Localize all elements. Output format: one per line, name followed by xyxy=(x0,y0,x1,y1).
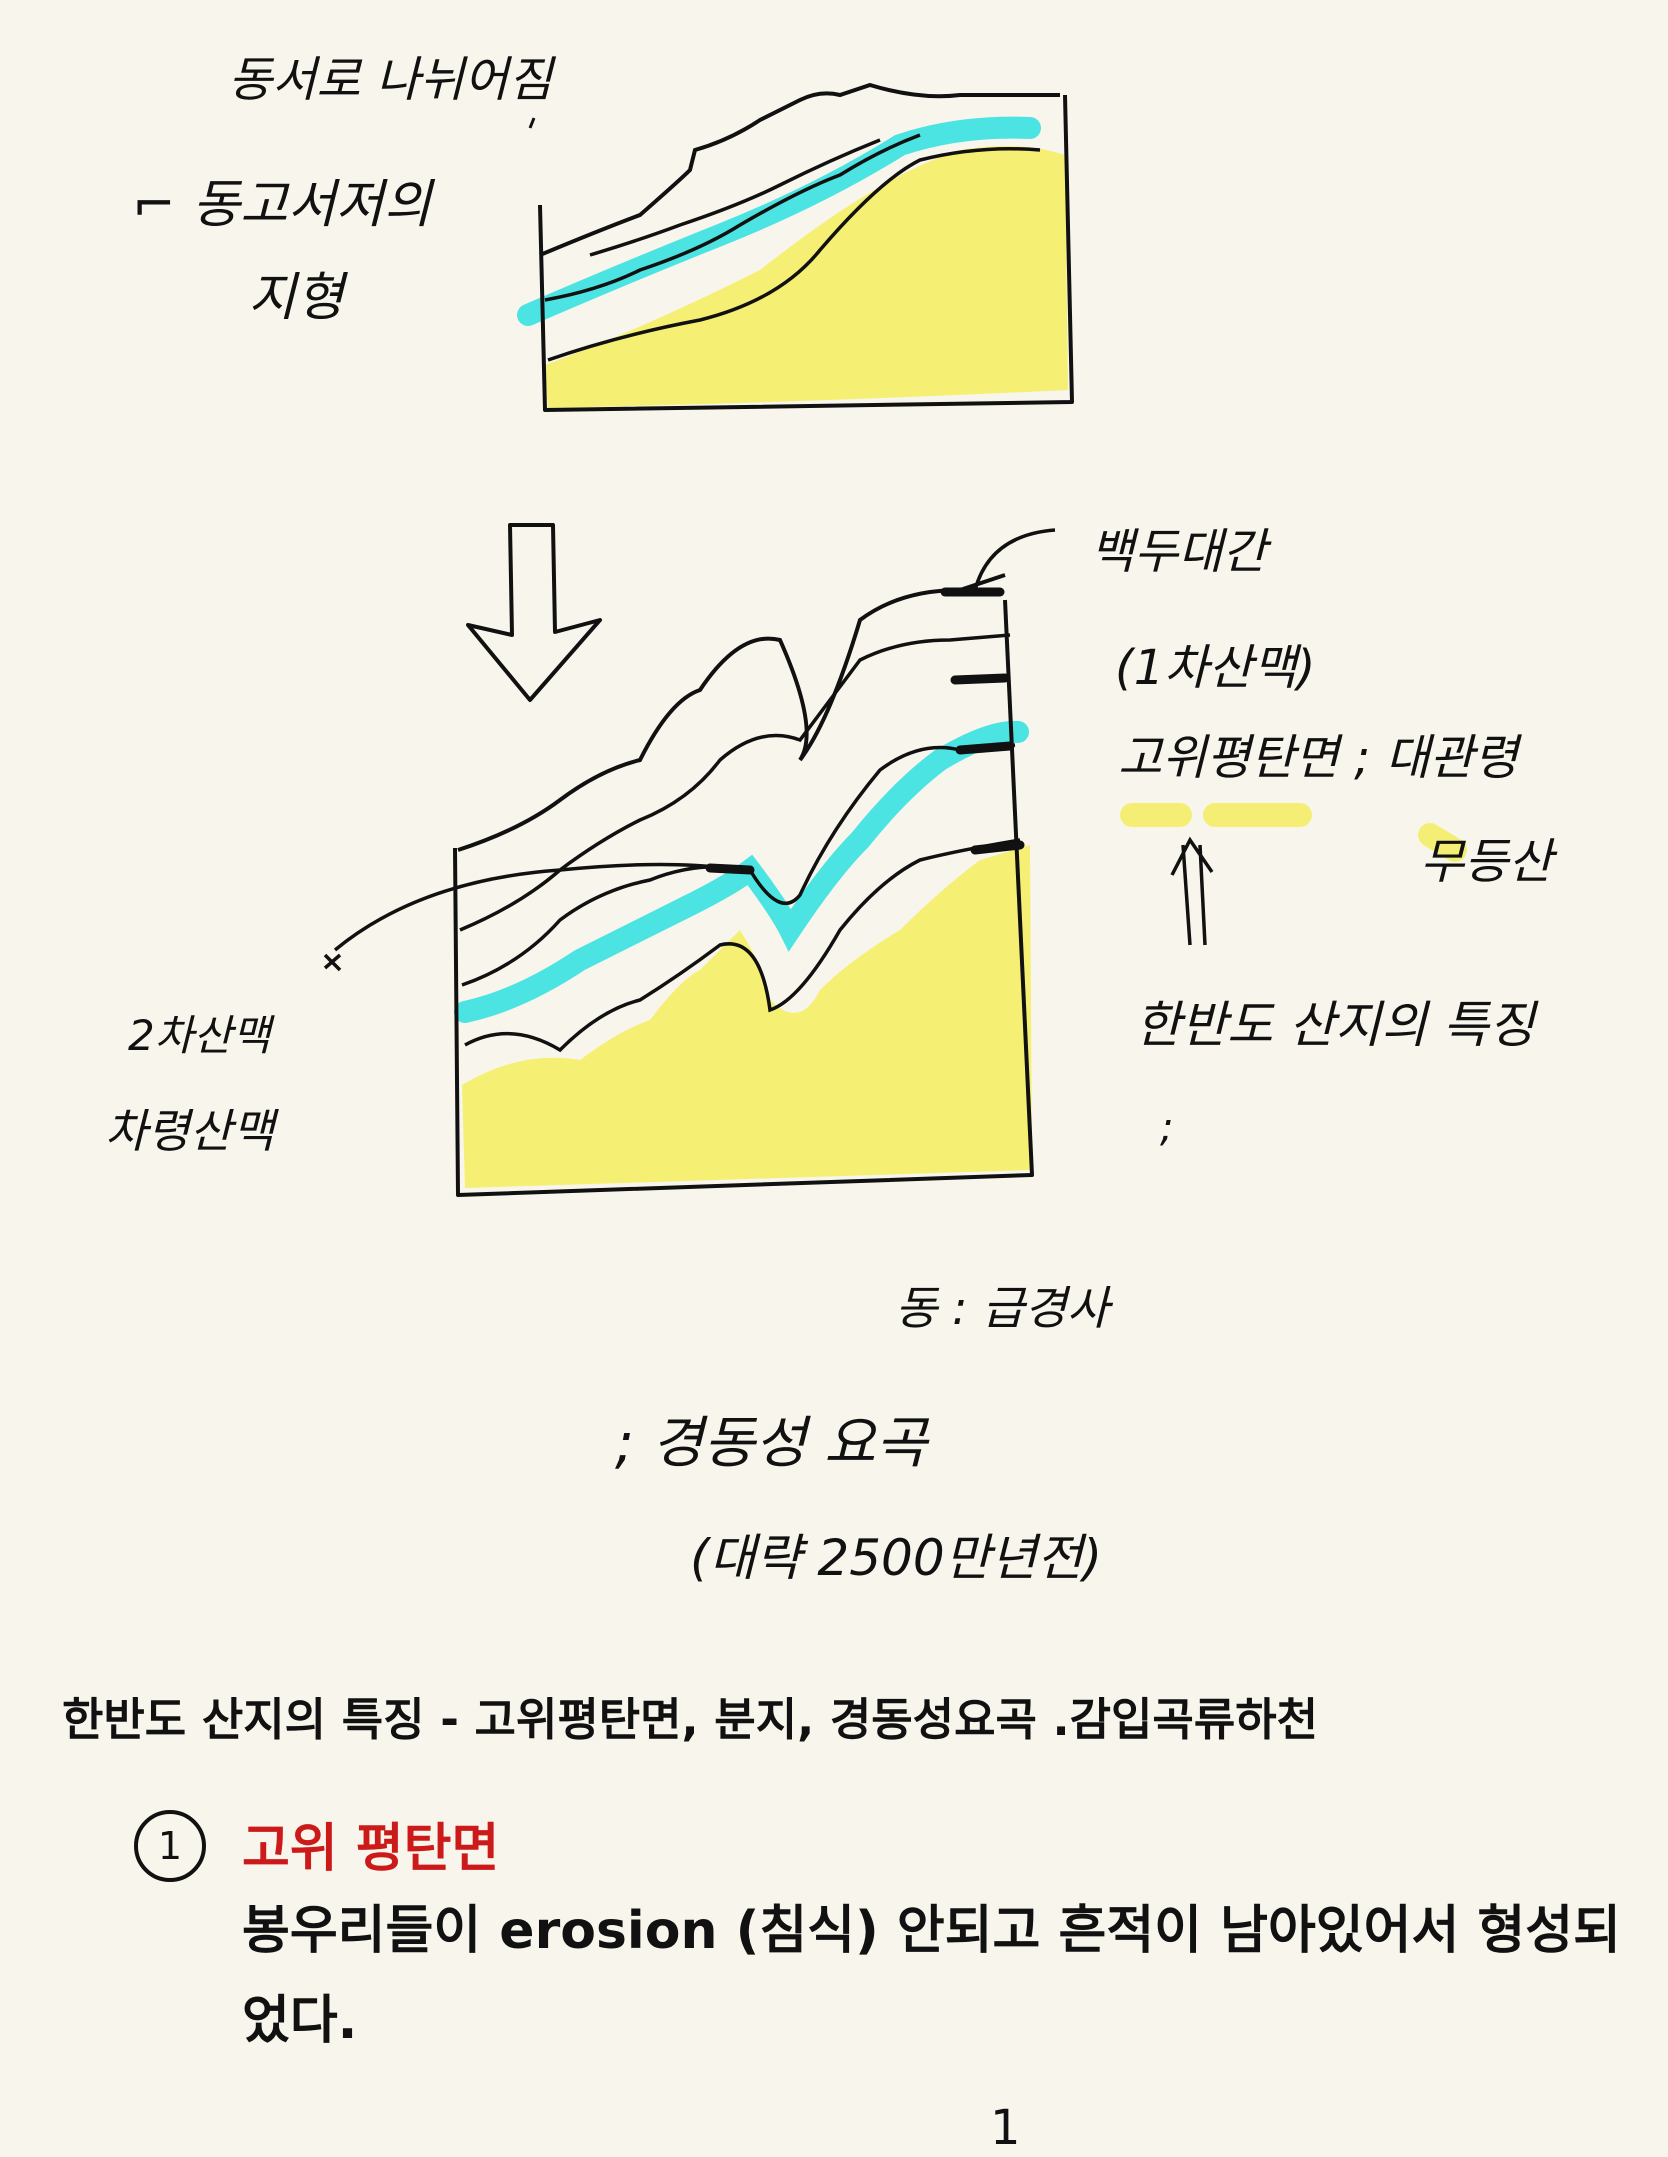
top-yellow-fill xyxy=(545,146,1068,408)
top-frame xyxy=(538,94,1074,412)
note-highlights xyxy=(1120,803,1467,862)
east-note: 동 : 급경사 xyxy=(895,1281,1110,1335)
terrain-label-2: 지형 xyxy=(248,268,344,328)
bottom-yellow-fill xyxy=(462,845,1032,1188)
feature-semicolon: ; xyxy=(1160,1105,1174,1151)
terrain-label-line1: ⌐ 동고서저의 xyxy=(132,175,432,235)
item-body: 봉우리들이 erosion (침식) 안되고 흔적이 남아있어서 형성되었다. xyxy=(242,1901,1621,2051)
plateau-place-1: 대관령 xyxy=(1385,730,1518,786)
item-number: 1 xyxy=(157,1824,183,1868)
range-2-pointer xyxy=(333,862,726,952)
up-double-arrow xyxy=(1170,836,1214,946)
terrain-label-1: 동고서저의 xyxy=(192,175,432,235)
tiny-stroke xyxy=(528,117,536,129)
tilt-line: ; 경동성 요곡 xyxy=(615,1411,928,1476)
down-arrow xyxy=(466,523,602,702)
top-layer-2 xyxy=(589,138,881,257)
item-number-circle: 1 xyxy=(134,1810,206,1882)
page-number: 1 xyxy=(990,2100,1021,2156)
bottom-frame xyxy=(453,599,1034,1197)
top-layer-3 xyxy=(547,147,1041,362)
range-2-pointer-mark xyxy=(323,953,342,972)
range-2-alt: 차령산맥 xyxy=(105,1104,275,1158)
terrain-sketch xyxy=(323,82,1467,1197)
top-surface xyxy=(539,82,1060,257)
range-1-pointer xyxy=(973,528,1056,591)
top-caption: 동서로 나뉘어짐 xyxy=(228,52,553,108)
bottom-terrain-diagram xyxy=(323,528,1056,1197)
range-1-name: 백두대간 xyxy=(1090,524,1267,580)
bottom-surface xyxy=(457,573,1006,852)
plateau-label: 고위평탄면 xyxy=(1118,730,1339,786)
plateau-place-2: 무등산 xyxy=(1420,834,1553,890)
tilt-label: 경동성 요곡 xyxy=(651,1411,928,1476)
item-heading: 고위 평탄면 xyxy=(242,1819,500,1879)
top-cyan-band xyxy=(517,116,1041,326)
range-1-note: (1차산맥) xyxy=(1115,640,1316,696)
bottom-layer-3 xyxy=(464,838,1021,1053)
range-2-name: 2차산맥 xyxy=(128,1011,271,1060)
top-terrain-diagram xyxy=(517,82,1074,412)
tilt-time: (대략 2500만년전) xyxy=(690,1529,1103,1587)
top-layer-1 xyxy=(544,133,921,302)
feature-label: 한반도 산지의 특징 xyxy=(1135,996,1535,1054)
bottom-cyan-band xyxy=(454,720,1029,1023)
section-title: 한반도 산지의 특징 - 고위평탄면, 분지, 경동성요곡 .감입곡류하천 xyxy=(62,1693,1319,1746)
plateau-line: 고위평탄면 ; 대관령 xyxy=(1118,730,1518,786)
